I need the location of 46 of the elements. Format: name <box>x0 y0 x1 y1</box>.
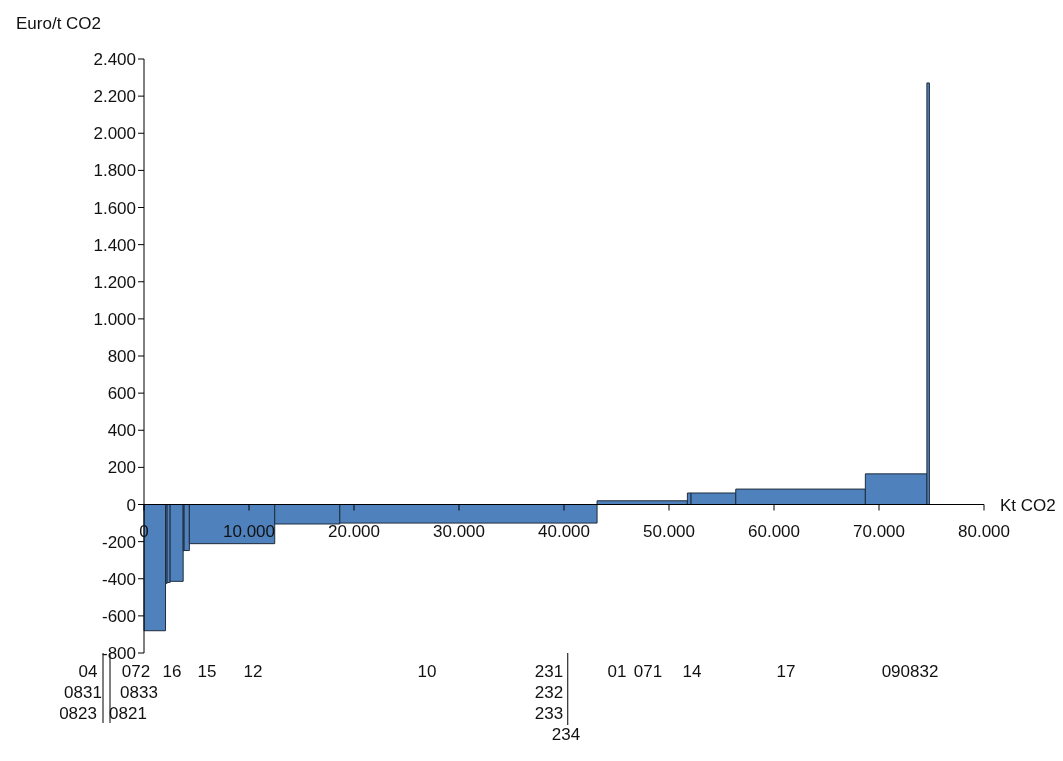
x-tick-label: 50.000 <box>643 521 695 541</box>
x-tick-label: 0 <box>139 521 149 541</box>
y-tick-label: 1.200 <box>93 272 136 292</box>
text: 071 <box>633 662 663 681</box>
x-tick-label: 60.000 <box>748 521 800 541</box>
y-tick-label: 1.400 <box>93 235 136 255</box>
text: 233 <box>534 704 564 723</box>
x-tick-label: 20.000 <box>328 521 380 541</box>
y-tick-label: 2.200 <box>93 87 136 107</box>
text: 234 <box>551 725 581 744</box>
y-tick-label: 800 <box>107 347 136 367</box>
y-tick-label: 0 <box>126 495 136 515</box>
x-tick-label: 40.000 <box>538 521 590 541</box>
y-tick-label: -600 <box>101 606 136 626</box>
text: 090832 <box>881 662 939 681</box>
text: 16 <box>162 662 182 681</box>
y-tick-label: -400 <box>101 569 136 589</box>
text: 01 <box>607 662 627 681</box>
text: 0823 <box>59 704 97 723</box>
text: 0821 <box>109 704 147 723</box>
text: 12 <box>243 662 263 681</box>
text: 14 <box>682 662 702 681</box>
text: 0833 <box>120 683 158 702</box>
y-tick-label: -800 <box>101 644 136 664</box>
text: 0831 <box>64 683 102 702</box>
y-tick-label: 1.800 <box>93 161 136 181</box>
text: 15 <box>197 662 217 681</box>
text: 17 <box>776 662 796 681</box>
x-tick-label: 30.000 <box>433 521 485 541</box>
y-tick-label: 1.000 <box>93 309 136 329</box>
y-tick-label: 2.400 <box>93 50 136 70</box>
y-tick-label: 200 <box>107 458 136 478</box>
y-tick-label: 600 <box>107 384 136 404</box>
x-tick-label: 70.000 <box>853 521 905 541</box>
x-axis-title: Kt CO2 <box>1000 495 1056 515</box>
y-axis-title: Euro/t CO2 <box>16 14 102 33</box>
y-tick-label: -200 <box>101 532 136 552</box>
text: 231 <box>534 662 564 681</box>
y-tick-label: 1.600 <box>93 198 136 218</box>
text: 04 <box>78 662 98 681</box>
text: 232 <box>534 683 564 702</box>
y-tick-label: 2.000 <box>93 124 136 144</box>
text: 072 <box>121 662 151 681</box>
text: 10 <box>417 662 437 681</box>
y-tick-label: 400 <box>107 421 136 441</box>
x-tick-label: 80.000 <box>958 521 1010 541</box>
